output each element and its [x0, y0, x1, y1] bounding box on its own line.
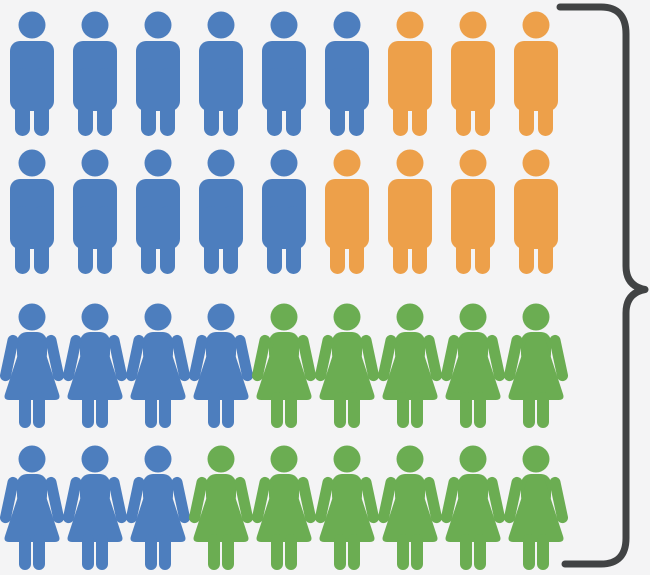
curly-brace: [556, 3, 649, 568]
male-person-icon: [449, 10, 497, 138]
female-person-icon: [378, 444, 442, 572]
pictogram-row-3-female: [0, 302, 650, 430]
pictogram-row-1-male: [8, 10, 650, 138]
male-person-icon: [386, 10, 434, 138]
male-person-icon: [449, 148, 497, 276]
male-person-icon: [8, 10, 56, 138]
pictogram-row-4-female: [0, 444, 650, 572]
female-person-icon: [189, 302, 253, 430]
male-person-icon: [260, 10, 308, 138]
female-person-icon: [378, 302, 442, 430]
female-person-icon: [441, 444, 505, 572]
female-person-icon: [252, 444, 316, 572]
female-person-icon: [315, 302, 379, 430]
female-person-icon: [63, 444, 127, 572]
male-person-icon: [71, 148, 119, 276]
male-person-icon: [512, 10, 560, 138]
male-person-icon: [386, 148, 434, 276]
female-person-icon: [126, 302, 190, 430]
female-person-icon: [441, 302, 505, 430]
male-person-icon: [323, 148, 371, 276]
male-person-icon: [197, 148, 245, 276]
female-person-icon: [0, 302, 64, 430]
male-person-icon: [71, 10, 119, 138]
curly-brace-path: [556, 3, 649, 568]
male-person-icon: [197, 10, 245, 138]
male-person-icon: [8, 148, 56, 276]
pictogram-row-2-male: [8, 148, 650, 276]
male-person-icon: [323, 10, 371, 138]
female-person-icon: [63, 302, 127, 430]
female-person-icon: [315, 444, 379, 572]
female-person-icon: [189, 444, 253, 572]
male-person-icon: [134, 148, 182, 276]
female-person-icon: [126, 444, 190, 572]
female-person-icon: [252, 302, 316, 430]
female-person-icon: [0, 444, 64, 572]
male-person-icon: [512, 148, 560, 276]
male-person-icon: [260, 148, 308, 276]
male-person-icon: [134, 10, 182, 138]
